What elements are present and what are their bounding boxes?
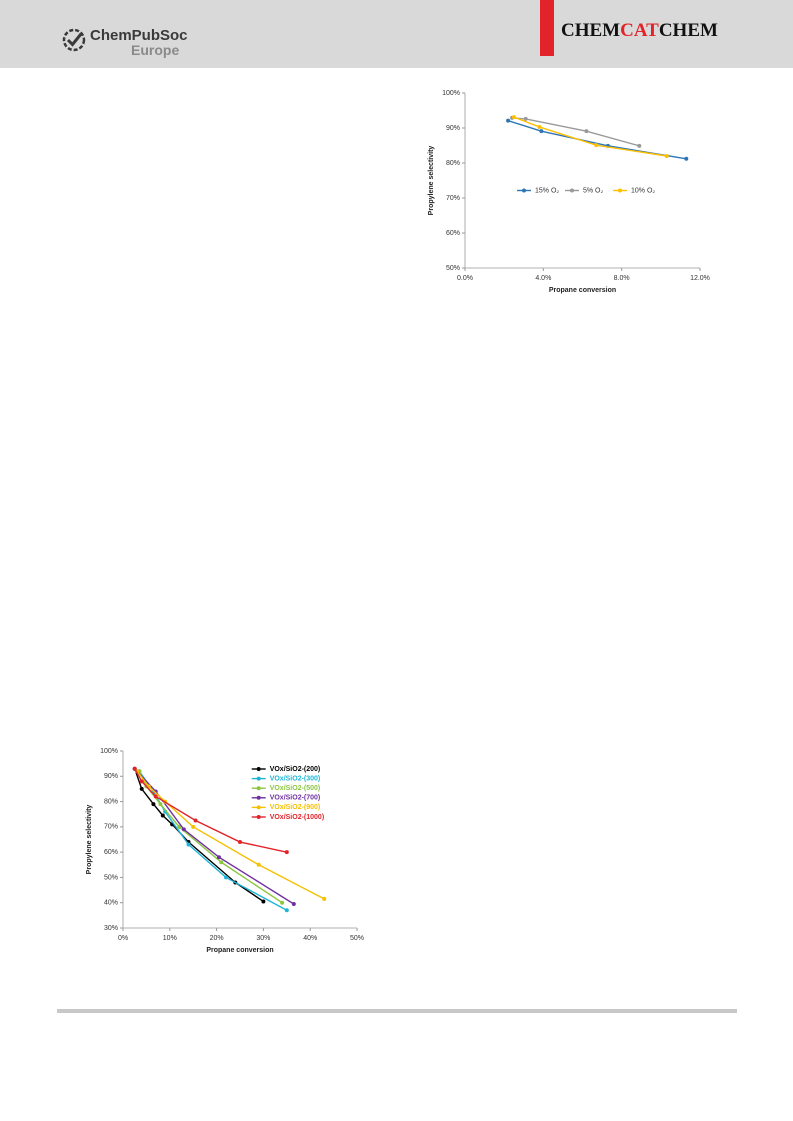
logo-text: ChemPubSoc (90, 27, 188, 44)
data-point (594, 143, 599, 148)
x-tick-label: 8.0% (614, 275, 630, 282)
data-point (181, 827, 186, 832)
data-point (523, 116, 528, 121)
legend-label: 10% O₂ (631, 187, 655, 194)
y-tick-label: 80% (446, 160, 460, 167)
data-point (322, 896, 327, 901)
data-point (160, 813, 165, 818)
x-tick-label: 0% (118, 935, 128, 942)
data-point (537, 124, 542, 129)
x-axis-title: Propane conversion (206, 947, 273, 954)
y-tick-label: 80% (104, 798, 118, 805)
data-point (219, 860, 224, 865)
legend-marker (256, 795, 261, 800)
journal-part: CAT (620, 20, 659, 41)
data-point (223, 875, 228, 880)
series-line (134, 768, 287, 853)
y-tick-label: 100% (442, 90, 460, 97)
y-tick-label: 50% (104, 874, 118, 881)
red-bar (540, 0, 554, 56)
footer-line (57, 1009, 737, 1013)
data-point (506, 118, 511, 123)
x-tick-label: 40% (303, 935, 317, 942)
legend-marker (256, 815, 261, 819)
series-line (136, 770, 325, 900)
x-tick-label: 50% (350, 935, 364, 942)
data-point (151, 802, 156, 807)
data-point (132, 766, 137, 771)
y-tick-label: 40% (104, 900, 118, 907)
series-line (134, 768, 264, 903)
data-point (177, 824, 182, 829)
x-tick-label: 10% (163, 935, 177, 942)
y-axis-title: Propylene selectivity (86, 805, 93, 875)
x-tick-label: 4.0% (535, 275, 551, 282)
legend-marker (256, 805, 261, 810)
data-point (261, 899, 266, 904)
x-tick-label: 30% (256, 935, 270, 942)
data-point (193, 818, 198, 823)
data-point (291, 901, 296, 906)
series-line (138, 770, 288, 911)
data-point (139, 786, 144, 791)
legend-label: VOx/SiO2-(900) (270, 804, 321, 811)
data-point (216, 855, 221, 860)
series-line (138, 770, 283, 904)
data-point (280, 900, 285, 905)
legend-marker (618, 188, 622, 193)
data-point (637, 143, 642, 148)
logo-subtext: Europe (131, 42, 180, 58)
data-point (684, 156, 689, 161)
legend-label: VOx/SiO2-(700) (270, 795, 321, 802)
x-tick-label: 12.0% (690, 275, 710, 282)
legend-label: VOx/SiO2-(500) (270, 785, 321, 792)
data-point (284, 908, 289, 913)
data-point (158, 802, 163, 807)
logo-icon (62, 28, 86, 52)
legend-marker (256, 776, 261, 781)
legend-marker (256, 786, 261, 791)
y-tick-label: 30% (104, 925, 118, 932)
x-tick-label: 0.0% (457, 275, 473, 282)
y-tick-label: 70% (446, 195, 460, 202)
legend-label: 15% O₂ (535, 187, 559, 194)
legend-marker (256, 767, 261, 771)
data-point (664, 154, 669, 158)
data-point (256, 862, 261, 867)
y-axis-title: Propylene selectivity (428, 146, 435, 216)
y-tick-label: 60% (104, 849, 118, 856)
header-band (0, 0, 793, 68)
data-point (139, 779, 144, 784)
journal-part: CHEM (561, 20, 621, 41)
data-point (511, 115, 516, 120)
series-line (511, 117, 640, 147)
data-point (191, 824, 196, 829)
y-tick-label: 90% (446, 125, 460, 132)
y-tick-label: 50% (446, 265, 460, 272)
series-line (513, 116, 667, 157)
journal-title: CHEMCATCHEM (561, 20, 718, 42)
legend-label: VOx/SiO2-(1000) (270, 814, 324, 821)
y-tick-label: 70% (104, 824, 118, 831)
x-tick-label: 20% (210, 935, 224, 942)
data-point (584, 129, 589, 134)
y-tick-label: 60% (446, 230, 460, 237)
x-axis-title: Propane conversion (549, 287, 616, 294)
series-line (507, 119, 687, 160)
legend-label: 5% O₂ (583, 187, 604, 194)
legend-label: VOx/SiO2-(200) (270, 766, 321, 773)
data-point (186, 842, 191, 847)
data-point (238, 840, 242, 845)
data-point (539, 129, 544, 134)
y-tick-label: 100% (100, 748, 118, 755)
data-point (153, 794, 158, 799)
legend-marker (522, 188, 526, 193)
data-point (284, 850, 289, 855)
legend-marker (570, 188, 574, 193)
y-tick-label: 90% (104, 773, 118, 780)
journal-part: CHEM (658, 20, 718, 41)
legend-label: VOx/SiO2-(300) (270, 775, 321, 782)
